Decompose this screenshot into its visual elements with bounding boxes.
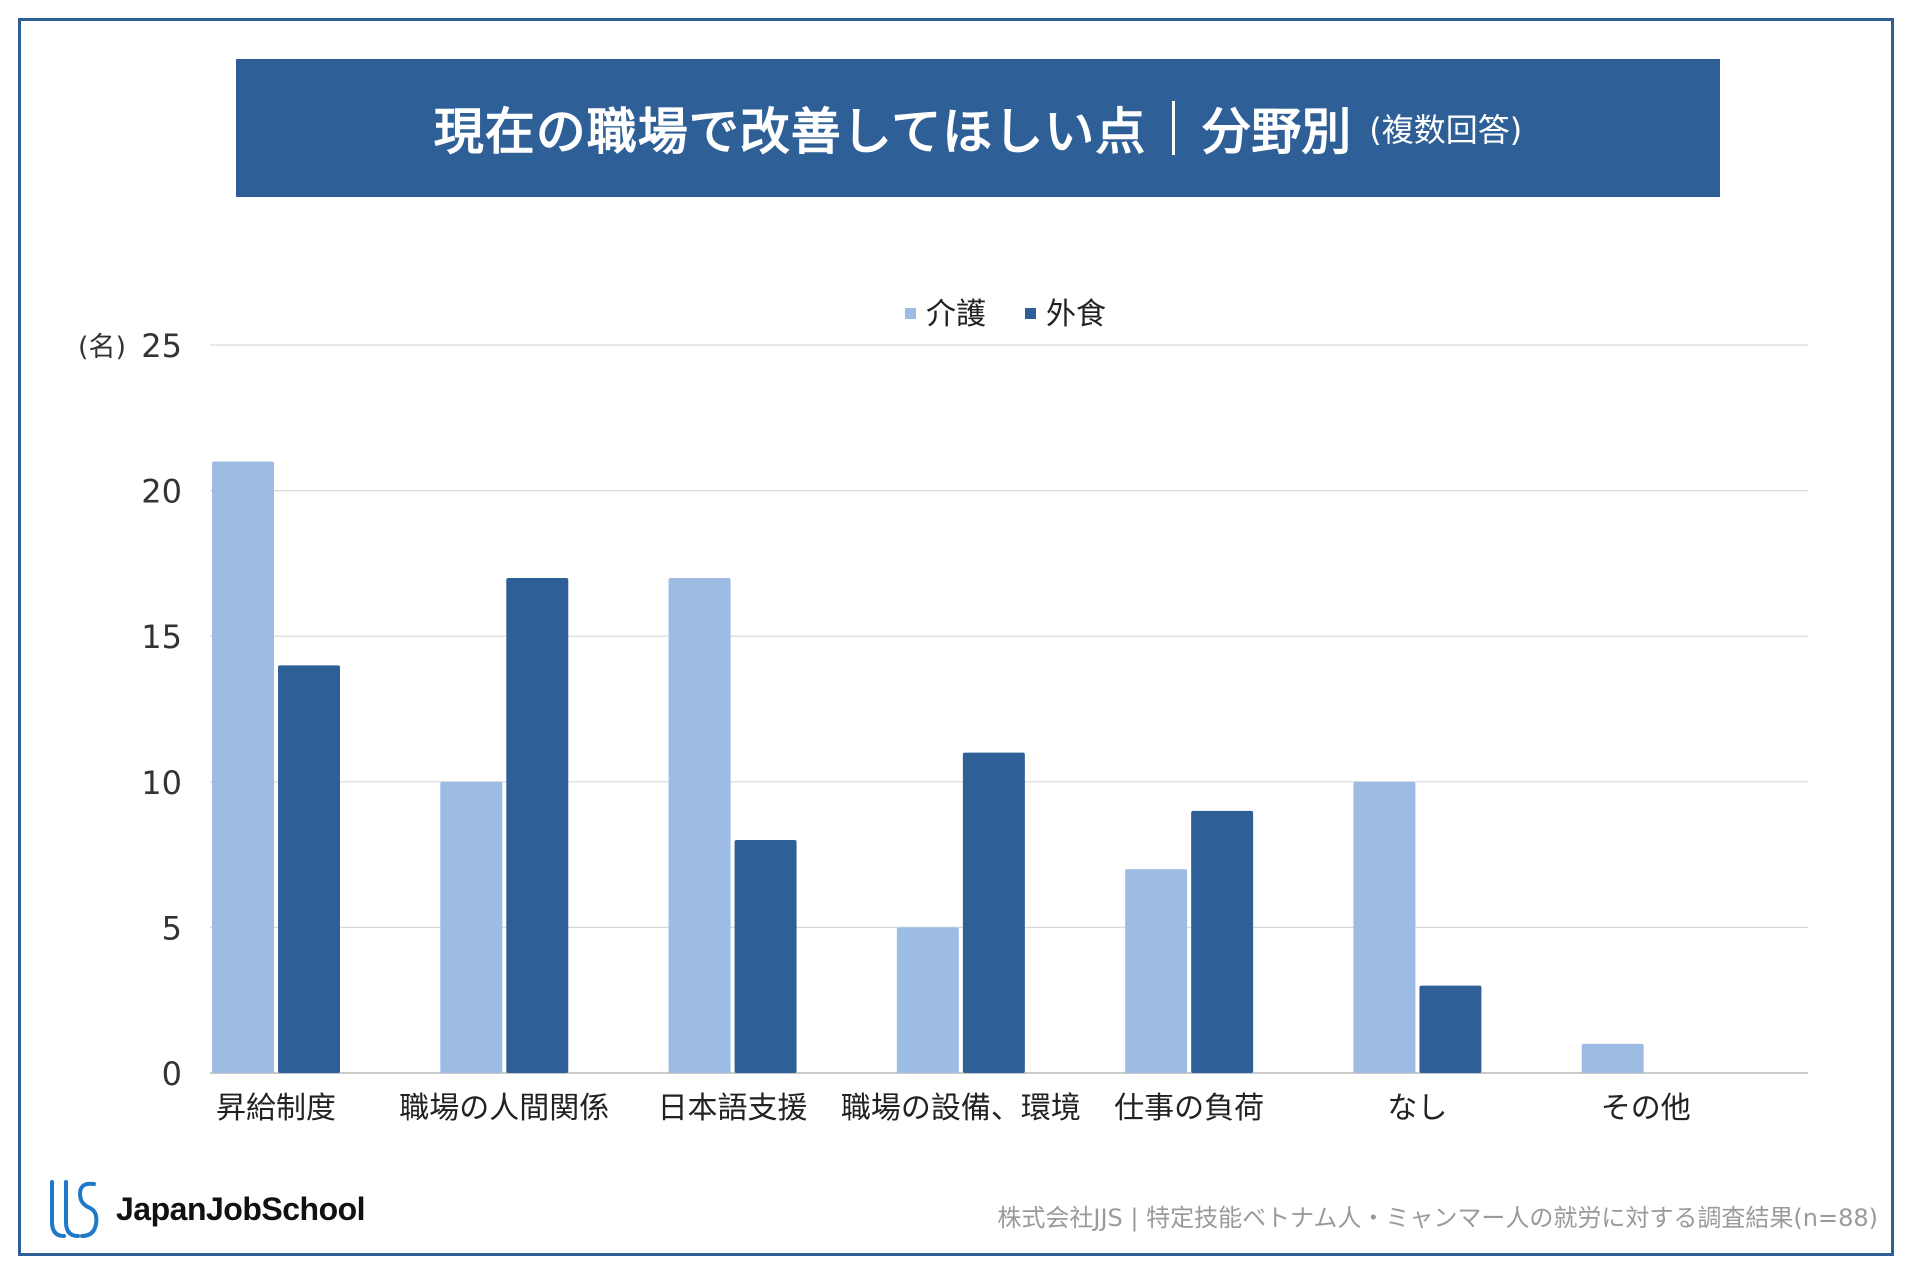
x-tick-label: 日本語支援 bbox=[658, 1091, 808, 1126]
jjs-logo-icon bbox=[50, 1180, 99, 1238]
y-tick-label: 25 bbox=[141, 327, 182, 365]
chart-note: (複数回答) bbox=[1369, 111, 1523, 149]
x-tick-label: 仕事の負荷 bbox=[1114, 1091, 1264, 1126]
bar-介護 bbox=[1581, 1043, 1644, 1073]
bar-介護 bbox=[668, 577, 731, 1073]
y-tick-label: 10 bbox=[141, 764, 182, 802]
bar-外食 bbox=[962, 752, 1025, 1073]
bar-介護 bbox=[212, 461, 274, 1074]
y-tick-label: 0 bbox=[162, 1055, 182, 1093]
bar-外食 bbox=[278, 665, 340, 1073]
logo: JapanJobSchool bbox=[46, 1178, 366, 1240]
bar-介護 bbox=[1125, 869, 1188, 1073]
x-tick-label: なし bbox=[1387, 1091, 1447, 1126]
bar-外食 bbox=[1191, 810, 1254, 1073]
bar-介護 bbox=[440, 781, 503, 1073]
title-banner: 現在の職場で改善してほしい点 分野別 (複数回答) bbox=[236, 59, 1720, 197]
bar-外食 bbox=[1419, 985, 1482, 1073]
logo-text: JapanJobSchool bbox=[116, 1190, 366, 1227]
chart-title: 現在の職場で改善してほしい点 bbox=[433, 103, 1147, 161]
y-tick-label: 15 bbox=[141, 618, 182, 656]
legend-label: 介護 bbox=[926, 297, 986, 332]
chart-subtitle: 分野別 bbox=[1201, 103, 1352, 161]
outer-frame bbox=[18, 18, 1894, 1256]
legend-swatch bbox=[905, 308, 916, 319]
y-tick-label: 5 bbox=[162, 909, 182, 947]
y-unit-label: (名) bbox=[78, 332, 126, 363]
x-tick-label: 職場の設備、環境 bbox=[841, 1091, 1081, 1126]
bar-外食 bbox=[734, 840, 797, 1073]
x-tick-label: 昇給制度 bbox=[216, 1091, 336, 1126]
y-tick-label: 20 bbox=[141, 473, 182, 511]
bar-介護 bbox=[896, 927, 959, 1073]
legend-swatch bbox=[1025, 308, 1036, 319]
x-tick-label: その他 bbox=[1601, 1091, 1691, 1126]
legend-label: 外食 bbox=[1046, 297, 1106, 332]
title-separator bbox=[1172, 101, 1176, 155]
bar-介護 bbox=[1353, 781, 1416, 1073]
source-note: 株式会社JJS | 特定技能ベトナム人・ミャンマー人の就労に対する調査結果(n=… bbox=[997, 1204, 1878, 1232]
x-tick-label: 職場の人間関係 bbox=[399, 1091, 609, 1126]
bar-外食 bbox=[506, 577, 569, 1073]
